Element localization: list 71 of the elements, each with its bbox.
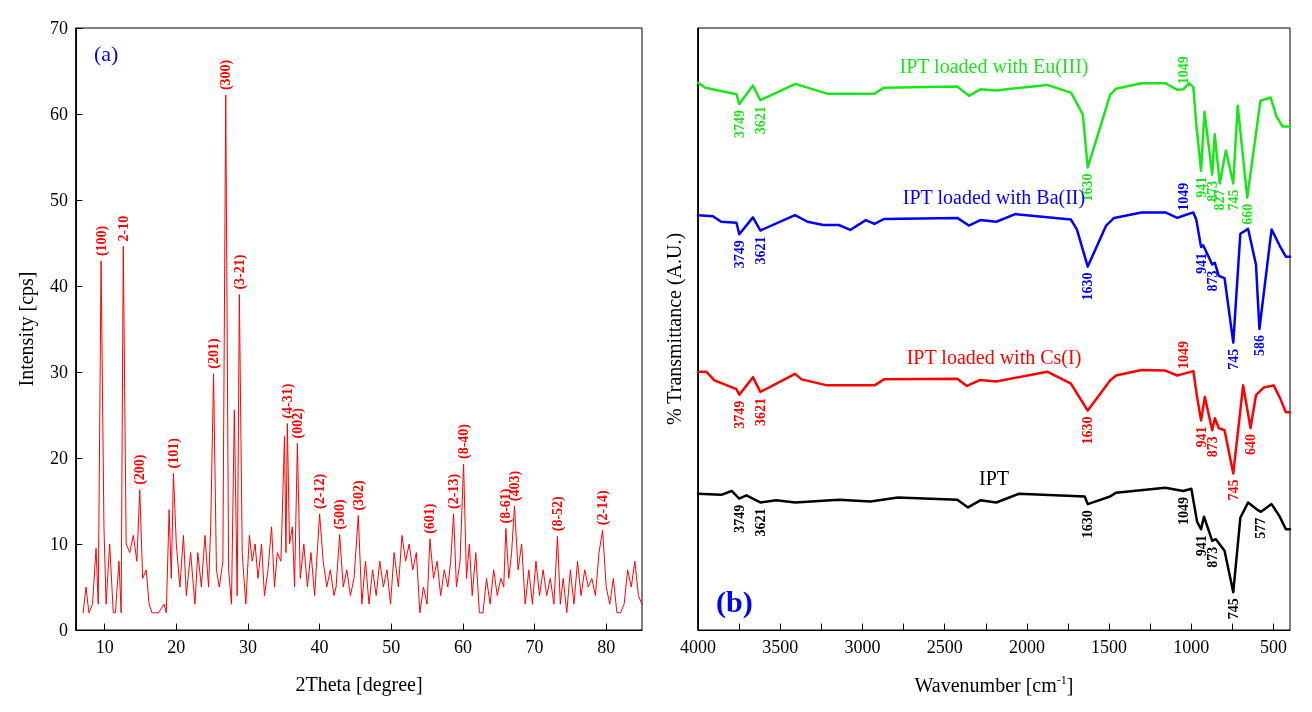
series-label: IPT loaded with Cs(I)	[906, 346, 1082, 370]
y-tick-label: 70	[50, 18, 68, 38]
annotation: 577	[1253, 517, 1269, 539]
x-tick-label: 3000	[844, 637, 881, 657]
annotation: (302)	[350, 479, 367, 511]
annotation: (2-12)	[312, 473, 329, 509]
x-tick-label: 10	[95, 637, 114, 657]
x-tick-label: 30	[238, 637, 257, 657]
annotation: 1049	[1175, 56, 1191, 85]
annotation: (2-13)	[446, 473, 463, 509]
annotation: 1630	[1080, 272, 1096, 301]
annotation: 3621	[752, 106, 768, 135]
annotation: 3749	[731, 504, 747, 533]
annotation: 3621	[752, 397, 768, 426]
x-tick-label: 20	[167, 637, 186, 657]
annotation: (8-52)	[549, 495, 566, 532]
annotation: 640	[1243, 434, 1259, 456]
annotation: (100)	[93, 225, 110, 257]
annotation: 745	[1225, 189, 1241, 211]
annotation: 3749	[731, 110, 747, 139]
annotation: (b)	[716, 584, 753, 619]
annotation: (500)	[332, 498, 349, 530]
annotation: 745	[1225, 598, 1241, 620]
x-tick-label: 1000	[1173, 637, 1210, 657]
y-axis-title: Intensity [cps]	[15, 271, 38, 387]
annotation: 1630	[1080, 510, 1096, 539]
series-label: IPT	[979, 467, 1009, 490]
annotation: 2-10	[115, 215, 131, 242]
annotation: 3749	[731, 240, 747, 269]
x-tick-label: 3500	[762, 637, 799, 657]
x-tick-label: 500	[1260, 637, 1288, 657]
y-tick-label: 20	[50, 448, 68, 468]
annotation: (300)	[218, 59, 235, 91]
annotation: 1049	[1175, 340, 1191, 369]
y-tick-label: 10	[50, 534, 68, 554]
x-axis-title: 2Theta [degree]	[295, 673, 423, 696]
annotation: (101)	[165, 437, 182, 469]
x-tick-label: 50	[382, 637, 401, 657]
annotation: (2-14)	[595, 489, 612, 526]
line-series	[82, 94, 643, 614]
y-tick-label: 40	[50, 276, 68, 296]
series-label: IPT loaded with Eu(III)	[899, 55, 1089, 79]
annotation: 1630	[1080, 416, 1096, 445]
y-tick-label: 60	[50, 104, 68, 124]
annotation: 660	[1239, 203, 1255, 225]
annotation: 1049	[1175, 496, 1191, 525]
annotation: 745	[1225, 348, 1241, 370]
y-tick-label: 30	[50, 362, 68, 382]
x-tick-label: 60	[453, 637, 472, 657]
y-tick-label: 50	[50, 190, 68, 210]
y-axis-title: % Transmittance (A.U.)	[663, 232, 686, 426]
annotation: (201)	[206, 338, 223, 369]
annotation: (3-21)	[231, 254, 248, 290]
annotation: (8-40)	[456, 423, 473, 460]
x-tick-label: 4000	[680, 637, 716, 657]
x-tick-label: 2000	[1008, 637, 1045, 657]
x-tick-label: 1500	[1091, 637, 1128, 657]
x-tick-label: 80	[597, 637, 616, 657]
annotation: 3621	[752, 236, 768, 265]
x-tick-label: 40	[310, 637, 329, 657]
x-tick-label: 2500	[926, 637, 963, 657]
annotation: 745	[1225, 479, 1241, 501]
annotation: (200)	[132, 454, 149, 485]
annotation: 586	[1251, 335, 1267, 356]
x-tick-label: 70	[525, 637, 544, 657]
annotation: (a)	[94, 40, 119, 66]
annotation: 1049	[1175, 182, 1191, 211]
annotation: (601)	[422, 503, 439, 534]
y-tick-label: 0	[59, 620, 68, 640]
annotation: 3749	[731, 400, 747, 429]
annotation: 3621	[752, 508, 768, 537]
